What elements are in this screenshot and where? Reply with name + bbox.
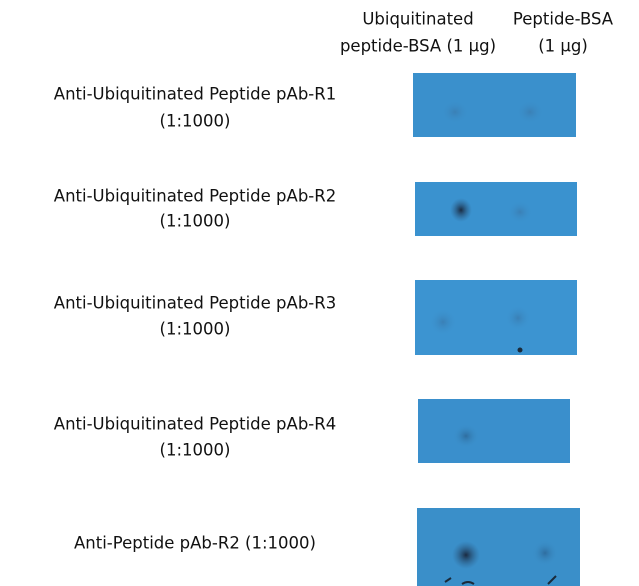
row-label: (1:1000) xyxy=(160,441,231,460)
blot xyxy=(417,508,580,586)
row-label: Anti-Peptide pAb-R2 (1:1000) xyxy=(74,534,316,553)
row-label: Anti-Ubiquitinated Peptide pAb-R2 xyxy=(54,187,336,206)
row-label: (1:1000) xyxy=(160,112,231,131)
row-label: (1:1000) xyxy=(160,212,231,231)
column-header: peptide-BSA (1 µg) xyxy=(340,37,496,56)
blot xyxy=(415,182,577,236)
blot xyxy=(418,399,570,463)
row-label: Anti-Ubiquitinated Peptide pAb-R3 xyxy=(54,294,336,313)
column-header: Ubiquitinated xyxy=(362,10,473,29)
blot xyxy=(413,73,576,137)
column-header: Peptide-BSA xyxy=(513,10,614,29)
blot xyxy=(415,280,577,355)
row-label: Anti-Ubiquitinated Peptide pAb-R1 xyxy=(54,85,336,104)
row-label: (1:1000) xyxy=(160,320,231,339)
row-label: Anti-Ubiquitinated Peptide pAb-R4 xyxy=(54,415,336,434)
column-header: (1 µg) xyxy=(538,37,588,56)
